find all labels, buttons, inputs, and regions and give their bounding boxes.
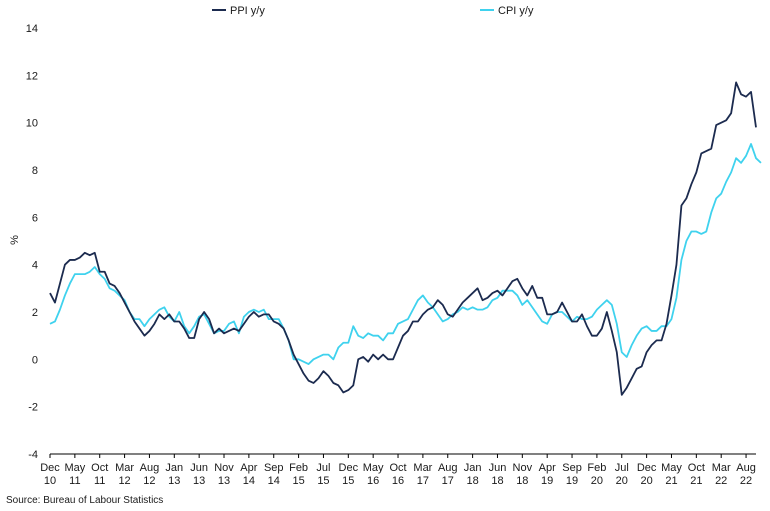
x-tick-label-month: Jun (190, 462, 208, 474)
x-tick-label-month: Dec (637, 462, 657, 474)
x-tick-label-year: 16 (367, 475, 379, 487)
y-tick-label: 0 (32, 354, 38, 366)
x-tick-label-year: 14 (243, 475, 255, 487)
x-tick-label-year: 21 (665, 475, 677, 487)
x-tick-label-month: Feb (587, 462, 606, 474)
x-tick-label-month: Sep (264, 462, 284, 474)
x-tick-label-year: 15 (317, 475, 329, 487)
x-tick-label-month: Apr (539, 462, 556, 474)
x-tick-label-month: May (64, 462, 85, 474)
y-tick-label: 8 (32, 165, 38, 177)
y-tick-label: 2 (32, 307, 38, 319)
x-tick-label-year: 14 (268, 475, 280, 487)
y-tick-label: -2 (28, 402, 38, 414)
series-line-ppi (49, 81, 757, 396)
y-axis: -4 -2 0 2 4 6 8 10 12 14 (26, 23, 38, 461)
x-tick-label-year: 22 (740, 475, 752, 487)
y-tick-label: -4 (28, 449, 38, 461)
x-tick-label-month: Aug (438, 462, 458, 474)
x-tick-label-month: Mar (413, 462, 432, 474)
x-tick-label-year: 19 (566, 475, 578, 487)
x-tick-label-year: 11 (69, 475, 80, 487)
x-tick-label-year: 19 (541, 475, 553, 487)
x-tick-label-year: 15 (342, 475, 354, 487)
x-tick-label-month: Dec (40, 462, 60, 474)
x-tick-label-year: 13 (168, 475, 180, 487)
x-tick-label-year: 20 (591, 475, 603, 487)
legend-label-cpi: CPI y/y (498, 5, 534, 17)
y-axis-label: % (9, 235, 21, 245)
x-tick-label-month: Jul (615, 462, 629, 474)
source-note: Source: Bureau of Labour Statistics (6, 495, 163, 506)
x-tick-label-year: 21 (690, 475, 702, 487)
x-tick-label-year: 22 (715, 475, 727, 487)
x-tick-label-month: Feb (289, 462, 308, 474)
x-tick-label-year: 17 (417, 475, 429, 487)
y-tick-label: 4 (32, 260, 38, 272)
y-tick-label: 6 (32, 212, 38, 224)
x-tick-label-month: Nov (214, 462, 234, 474)
x-tick-label-month: Aug (140, 462, 160, 474)
x-tick-label-month: Aug (736, 462, 756, 474)
x-axis: Dec10May11Oct11Mar12Aug12Jan13Jun13Nov13… (40, 453, 756, 487)
x-tick-label-month: Dec (339, 462, 359, 474)
y-tick-label: 10 (26, 118, 38, 130)
x-tick-label-month: Jun (489, 462, 507, 474)
x-tick-label-month: Apr (240, 462, 257, 474)
x-tick-label-year: 12 (143, 475, 155, 487)
x-tick-label-month: Jan (165, 462, 183, 474)
y-tick-label: 14 (26, 23, 38, 35)
series-group (49, 81, 762, 396)
y-tick-label: 12 (26, 70, 38, 82)
x-tick-label-month: Oct (389, 462, 406, 474)
x-tick-label-month: May (661, 462, 682, 474)
x-tick-label-month: Jan (464, 462, 482, 474)
x-tick-label-year: 18 (516, 475, 528, 487)
x-tick-label-month: Oct (688, 462, 705, 474)
x-tick-label-month: Mar (712, 462, 731, 474)
x-tick-label-year: 15 (292, 475, 304, 487)
x-tick-label-year: 13 (218, 475, 230, 487)
x-tick-label-year: 18 (466, 475, 478, 487)
x-tick-label-month: Jul (316, 462, 330, 474)
x-tick-label-year: 13 (193, 475, 205, 487)
legend-label-ppi: PPI y/y (230, 5, 265, 17)
x-tick-label-year: 16 (392, 475, 404, 487)
x-tick-label-year: 17 (442, 475, 454, 487)
x-tick-label-year: 20 (640, 475, 652, 487)
x-tick-label-year: 18 (491, 475, 503, 487)
x-tick-label-month: Sep (562, 462, 582, 474)
x-tick-label-year: 20 (616, 475, 628, 487)
series-line-cpi (49, 143, 762, 365)
x-tick-label-month: May (363, 462, 384, 474)
x-tick-label-month: Nov (513, 462, 533, 474)
x-tick-label-year: 10 (44, 475, 56, 487)
x-tick-label-month: Mar (115, 462, 134, 474)
x-tick-label-year: 12 (118, 475, 130, 487)
x-tick-label-month: Oct (91, 462, 108, 474)
x-tick-label-year: 11 (94, 475, 105, 487)
legend: PPI y/y CPI y/y (212, 5, 534, 17)
